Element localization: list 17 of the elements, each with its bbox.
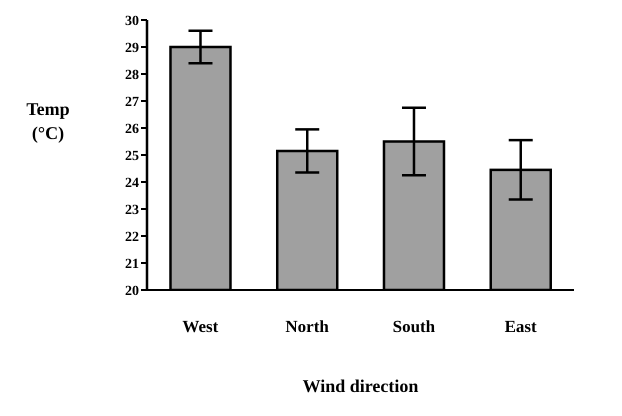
y-tick-label: 30 <box>125 14 139 29</box>
y-tick-label: 21 <box>125 256 139 272</box>
y-tick-label: 27 <box>125 94 139 110</box>
x-tick-label: East <box>504 317 538 336</box>
y-tick-label: 28 <box>125 68 139 83</box>
y-tick-label: 25 <box>125 148 139 164</box>
y-tick-label: 20 <box>125 284 139 299</box>
x-tick-label: North <box>285 317 330 336</box>
y-tick-label: 26 <box>125 122 139 137</box>
y-tick-label: 24 <box>125 176 139 191</box>
y-tick-label: 22 <box>125 230 139 245</box>
x-tick-label: South <box>392 317 436 336</box>
x-axis-title: Wind direction <box>302 376 418 396</box>
y-tick-label: 29 <box>125 40 139 56</box>
y-tick-label: 23 <box>125 202 139 218</box>
y-axis-title: Temp (°C) <box>26 99 70 143</box>
x-tick-label: West <box>182 317 219 336</box>
